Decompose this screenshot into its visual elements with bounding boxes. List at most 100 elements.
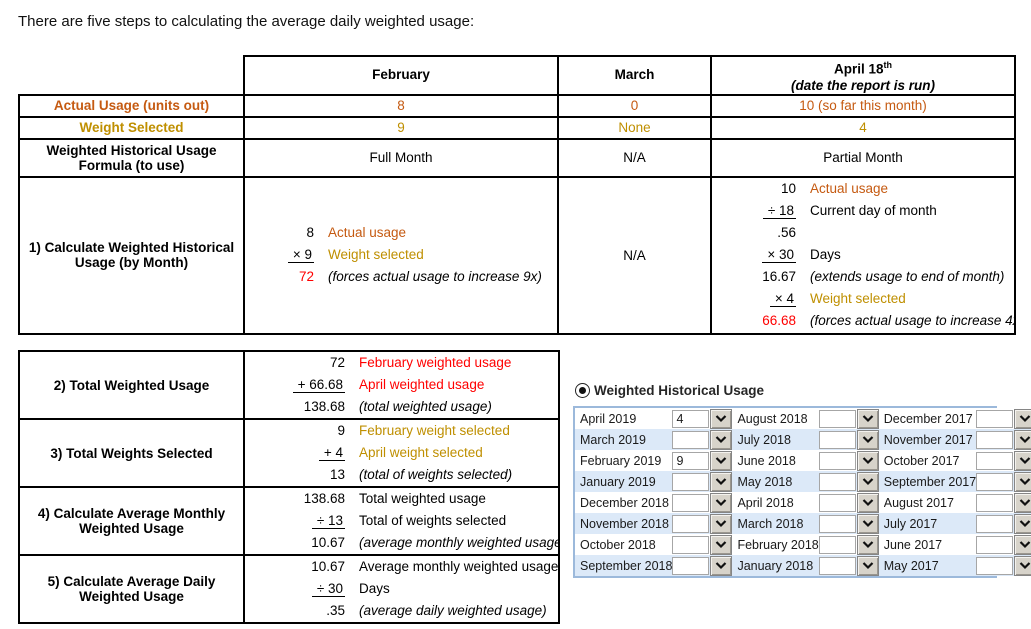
arith-line: × 9 Weight selected [249,244,424,266]
header-empty-cell [19,56,244,95]
month-weight-cell: November 2017 [878,429,1031,450]
cell-mar-formula: N/A [557,137,712,178]
arith-number: 10.67 [311,559,345,574]
dropdown-button[interactable] [1014,450,1031,471]
dropdown-button[interactable] [1014,471,1031,492]
month-label: March 2018 [737,516,804,531]
step3-calculation-block: 9 February weight selected + 4 April weight… [249,421,554,485]
dropdown-button[interactable] [856,555,879,576]
cell-mar-weight-selected: None [557,115,712,140]
weight-value-box[interactable] [818,472,856,491]
dropdown-button[interactable] [1014,408,1031,429]
row-label-weight-selected: Weight Selected [18,115,245,140]
weight-value-box[interactable]: 4 [672,409,710,428]
month-label: June 2018 [737,453,796,468]
dropdown-button[interactable] [710,450,733,471]
dropdown-button[interactable] [1014,429,1031,450]
weight-value-box[interactable] [976,514,1014,533]
dropdown-button[interactable] [710,492,733,513]
arith-line: 72 February weighted usage [249,353,511,374]
arith-number: × 9 [249,244,314,266]
dropdown-button[interactable] [1014,513,1031,534]
weight-value-box[interactable] [818,493,856,512]
weight-value-box[interactable] [818,556,856,575]
arith-number: ÷ 18 [716,200,796,222]
arith-number: 72 [298,269,314,284]
arith-label: Days [810,247,841,262]
month-weight-cell: March 2019 [575,429,733,450]
feb-calculation-block: 8 Actual usage × 9 Weight selected 72 (forces… [249,179,553,332]
month-label: September 2018 [580,558,673,573]
chevron-down-icon [862,561,874,569]
arith-label: (extends usage to end of month) [810,269,1005,284]
dropdown-button[interactable] [856,492,879,513]
arith-number: + 66.68 [249,374,345,396]
chevron-down-icon [1019,519,1031,527]
month-weight-cell: November 2018 [575,513,733,534]
arith-line: 10.67 Average monthly weighted usage [249,557,557,578]
dropdown-button[interactable] [710,471,733,492]
row-label-formula: Weighted Historical Usage Formula (to us… [18,137,245,178]
dropdown-button[interactable] [856,408,879,429]
weight-value-box[interactable] [672,493,710,512]
month-label: October 2017 [883,453,960,468]
month-weight-cell: September 2017 [878,471,1031,492]
dropdown-button[interactable] [710,513,733,534]
weight-value-box[interactable] [672,472,710,491]
weight-value-box[interactable] [672,535,710,554]
dropdown-button[interactable] [856,513,879,534]
column-header-february: February [243,55,559,96]
arith-label: April weight selected [359,445,483,460]
dropdown-button[interactable] [710,555,733,576]
weight-value-box[interactable] [818,430,856,449]
weight-value-box[interactable] [976,493,1014,512]
arith-number: .56 [777,225,796,240]
dropdown-button[interactable] [856,450,879,471]
dropdown-button[interactable] [710,534,733,555]
dropdown-button[interactable] [1014,534,1031,555]
arith-number: 16.67 [762,269,796,284]
month-label: December 2017 [883,411,973,426]
arith-label: April weighted usage [359,377,485,392]
month-weight-cell: December 2018 [575,492,733,513]
month-weight-cell: October 2018 [575,534,733,555]
weighted-historical-usage-option: Weighted Historical Usage [575,383,764,398]
dropdown-button[interactable] [856,471,879,492]
arith-label: (forces actual usage to increase 4x) [810,313,1015,328]
month-label: December 2018 [580,495,669,510]
radio-button-selected[interactable] [575,383,590,398]
chevron-down-icon [1019,435,1031,443]
weight-value-box[interactable] [976,430,1014,449]
arith-label: Actual usage [328,225,407,240]
chevron-down-icon [716,414,727,422]
arith-number: 8 [306,225,314,240]
dropdown-button[interactable] [1014,492,1031,513]
weight-value-box[interactable] [818,535,856,554]
weight-value-box[interactable] [672,430,710,449]
weight-value-box[interactable] [976,556,1014,575]
dropdown-button[interactable] [710,429,733,450]
arith-label: (forces actual usage to increase 9x) [328,269,542,284]
weight-value-box[interactable] [818,451,856,470]
dropdown-button[interactable] [710,408,733,429]
weight-value-box[interactable] [818,514,856,533]
row-label-actual-usage: Actual Usage (units out) [18,93,245,118]
weight-value-box[interactable] [976,409,1014,428]
weight-value-box[interactable] [818,409,856,428]
weight-value-box[interactable] [672,514,710,533]
arith-number: 10 [780,181,796,196]
weight-value-box[interactable] [976,535,1014,554]
dropdown-button[interactable] [856,429,879,450]
dropdown-button[interactable] [856,534,879,555]
chevron-down-icon [862,435,874,443]
row-label-step1: 1) Calculate Weighted Historical Usage (… [18,175,245,335]
weight-value-box[interactable] [976,472,1014,491]
weight-value-box[interactable] [976,451,1014,470]
weight-value-box[interactable] [672,556,710,575]
weight-value-box[interactable]: 9 [672,451,710,470]
dropdown-button[interactable] [1014,555,1031,576]
month-weight-cell: September 2018 [575,555,733,576]
cell-feb-actual-usage: 8 [243,93,559,118]
arith-line: ÷ 30 Days [249,578,390,600]
chevron-down-icon [716,456,727,464]
